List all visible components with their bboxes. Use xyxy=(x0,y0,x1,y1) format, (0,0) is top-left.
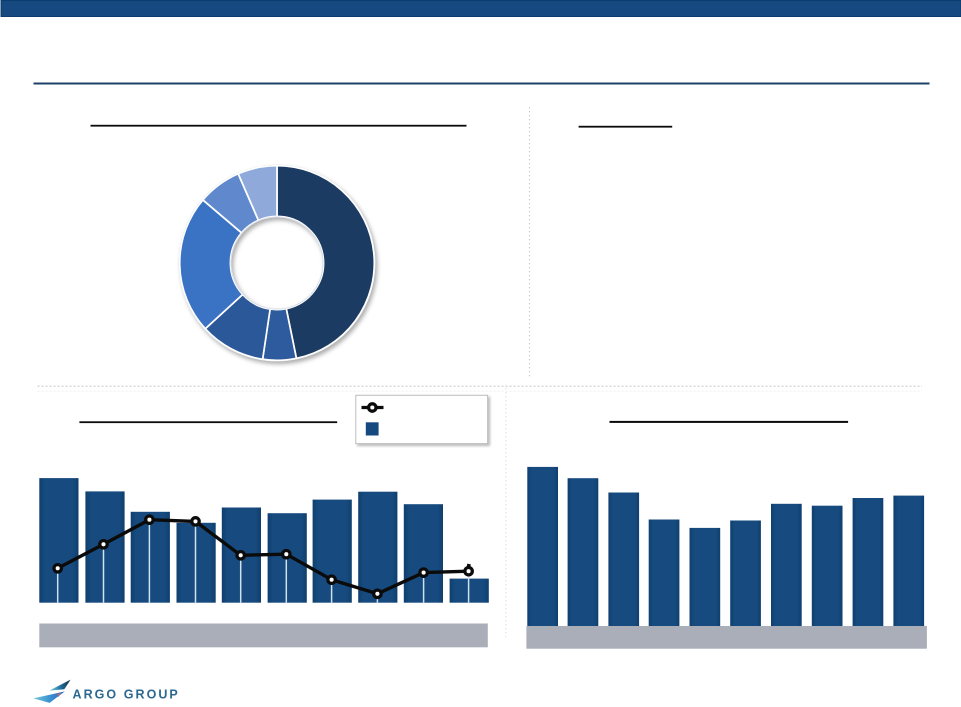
svg-text:ARGO GROUP: ARGO GROUP xyxy=(73,688,180,702)
